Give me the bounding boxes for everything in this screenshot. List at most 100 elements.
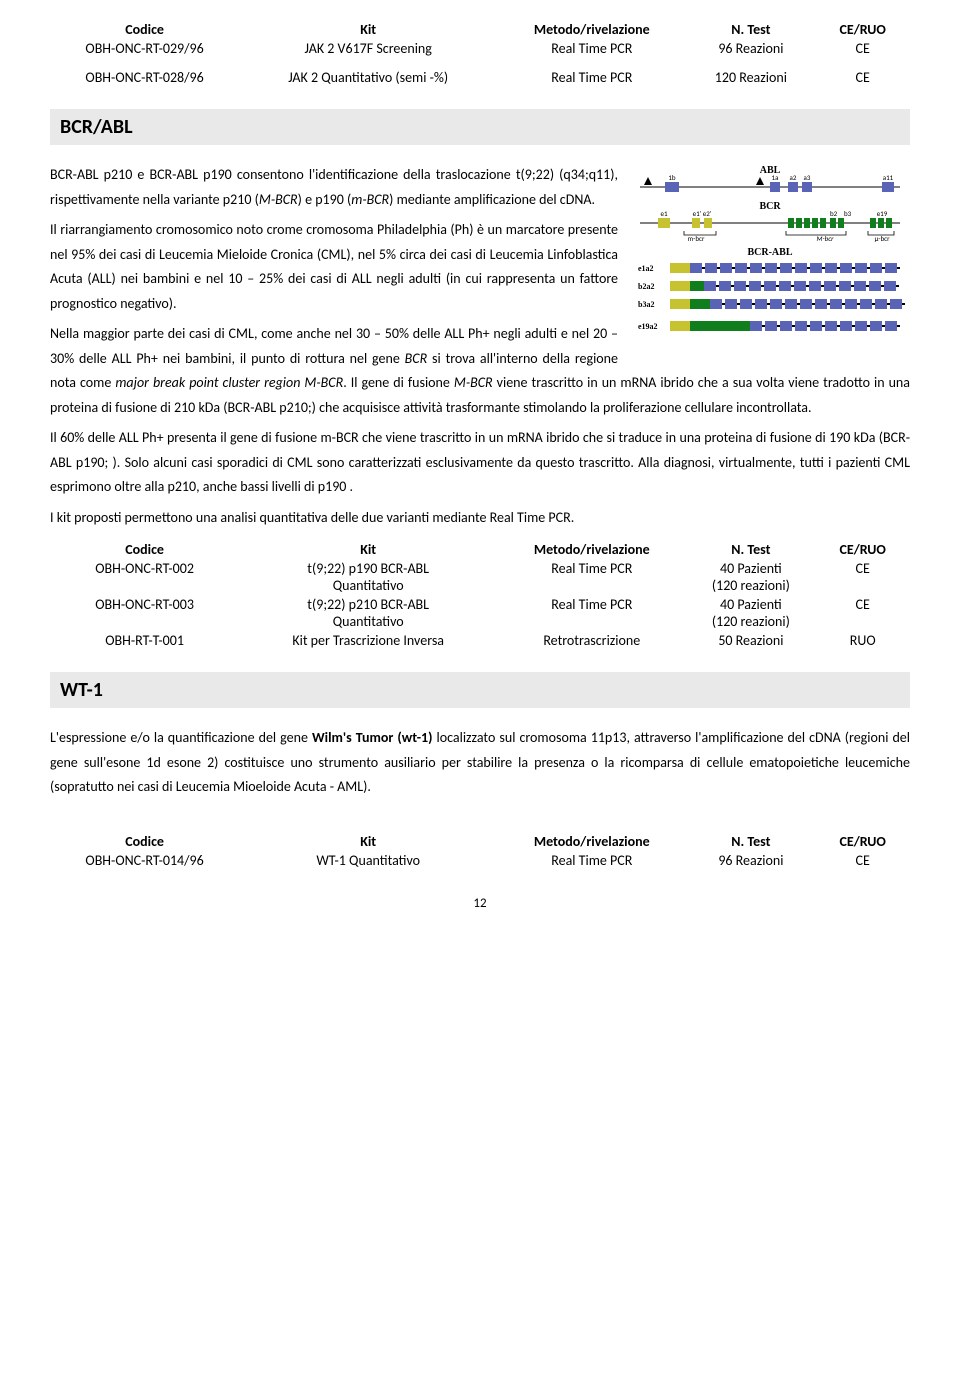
text: ) mediante amplificazione del cDNA. bbox=[389, 191, 595, 208]
figure-exon-label: e1 bbox=[660, 209, 667, 218]
bcrabl-gene-diagram: ABL 1b 1a a2 a3 a11 bbox=[630, 163, 910, 343]
col-header: Codice bbox=[50, 832, 239, 851]
col-header: N. Test bbox=[686, 832, 815, 851]
figure-exon-label: 1b bbox=[668, 173, 676, 182]
col-header: Metodo/rivelazione bbox=[497, 832, 686, 851]
transcript-e1a2: e1a2 bbox=[638, 263, 690, 273]
cell-ntest: 96 Reazioni bbox=[686, 39, 815, 58]
text: . Il gene di fusione bbox=[343, 374, 454, 391]
text: Quantitativo bbox=[333, 613, 404, 630]
cell-codice: OBH-ONC-RT-028/96 bbox=[50, 68, 239, 87]
col-header: Codice bbox=[50, 540, 239, 559]
text: 40 Pazienti bbox=[720, 560, 782, 577]
figure-label-bcr: BCR bbox=[759, 201, 781, 212]
cell-kit: t(9;22) p210 BCR-ABLQuantitativo bbox=[239, 595, 497, 631]
text: BCR bbox=[405, 350, 428, 367]
cell-kit: JAK 2 Quantitativo (semi -%) bbox=[239, 68, 497, 87]
col-header: CE/RUO bbox=[815, 832, 910, 851]
cell-codice: OBH-ONC-RT-003 bbox=[50, 595, 239, 631]
text: ) e p190 ( bbox=[298, 191, 352, 208]
col-header: Kit bbox=[239, 20, 497, 39]
figure-exon-label: b3 bbox=[844, 209, 852, 218]
bcrabl-figure: ABL 1b 1a a2 a3 a11 bbox=[630, 163, 910, 343]
cell-metodo: Real Time PCR bbox=[497, 595, 686, 631]
cell-kit: t(9;22) p190 BCR-ABLQuantitativo bbox=[239, 559, 497, 595]
text: t(9;22) p190 BCR-ABL bbox=[307, 560, 429, 577]
figure-exon-label: 1a bbox=[772, 173, 779, 182]
table-header-row: Codice Kit Metodo/rivelazione N. Test CE… bbox=[50, 540, 910, 559]
text: M-BCR bbox=[454, 374, 493, 391]
cell-kit: JAK 2 V617F Screening bbox=[239, 39, 497, 58]
bcrabl-paragraph-4: Il 60% delle ALL Ph+ presenta il gene di… bbox=[50, 426, 910, 500]
cell-kit: WT-1 Quantitativo bbox=[239, 851, 497, 870]
text: Quantitativo bbox=[333, 577, 404, 594]
cell-ceruo: RUO bbox=[815, 631, 910, 650]
transcript-b2a2: b2a2 bbox=[638, 281, 704, 291]
cell-kit: Kit per Trascrizione Inversa bbox=[239, 631, 497, 650]
figure-exon-label: a3 bbox=[804, 173, 811, 182]
cell-metodo: Real Time PCR bbox=[497, 851, 686, 870]
cell-metodo: Retrotrascrizione bbox=[497, 631, 686, 650]
section-heading-wt1: WT-1 bbox=[50, 672, 910, 708]
text: 40 Pazienti bbox=[720, 596, 782, 613]
table-row: OBH-ONC-RT-003 t(9;22) p210 BCR-ABLQuant… bbox=[50, 595, 910, 631]
page-number: 12 bbox=[50, 896, 910, 911]
cell-metodo: Real Time PCR bbox=[497, 39, 686, 58]
text: m-BCR bbox=[351, 191, 389, 208]
table-header-row: Codice Kit Metodo/rivelazione N. Test CE… bbox=[50, 832, 910, 851]
cell-ntest: 120 Reazioni bbox=[686, 68, 815, 87]
figure-exon-label: b2 bbox=[830, 209, 838, 218]
mid-table: Codice Kit Metodo/rivelazione N. Test CE… bbox=[50, 540, 910, 650]
transcript-label: b2a2 bbox=[638, 282, 654, 291]
table-row: OBH-ONC-RT-029/96 JAK 2 V617F Screening … bbox=[50, 39, 910, 58]
bcr-track: e1 e1' e2' b2 b3 bbox=[658, 209, 894, 243]
transcript-label: e1a2 bbox=[638, 264, 654, 273]
col-header: N. Test bbox=[686, 20, 815, 39]
col-header: Metodo/rivelazione bbox=[497, 20, 686, 39]
section-heading-bcrabl: BCR/ABL bbox=[50, 109, 910, 145]
cell-codice: OBH-RT-T-001 bbox=[50, 631, 239, 650]
cell-codice: OBH-ONC-RT-014/96 bbox=[50, 851, 239, 870]
cell-ceruo: CE bbox=[815, 851, 910, 870]
text: major break point cluster region M-BCR bbox=[115, 374, 343, 391]
col-header: Kit bbox=[239, 832, 497, 851]
top-table: Codice Kit Metodo/rivelazione N. Test CE… bbox=[50, 20, 910, 87]
wt1-paragraph: L'espressione e/o la quantificazione del… bbox=[50, 726, 910, 800]
col-header: Codice bbox=[50, 20, 239, 39]
transcript-e19a2: e19a2 bbox=[638, 321, 750, 331]
text: L'espressione e/o la quantificazione del… bbox=[50, 729, 312, 746]
bottom-table: Codice Kit Metodo/rivelazione N. Test CE… bbox=[50, 832, 910, 870]
cell-ceruo: CE bbox=[815, 39, 910, 58]
transcript-b3a2: b3a2 bbox=[638, 299, 710, 309]
cell-codice: OBH-ONC-RT-002 bbox=[50, 559, 239, 595]
cell-ceruo: CE bbox=[815, 559, 910, 595]
figure-label-bcrabl: BCR-ABL bbox=[747, 247, 792, 258]
text: M-BCR bbox=[259, 191, 298, 208]
bcrabl-paragraph-5: I kit proposti permettono una analisi qu… bbox=[50, 506, 910, 531]
text: (120 reazioni) bbox=[712, 577, 790, 594]
table-row: OBH-RT-T-001 Kit per Trascrizione Invers… bbox=[50, 631, 910, 650]
figure-exon-label: a2 bbox=[790, 173, 797, 182]
col-header: Metodo/rivelazione bbox=[497, 540, 686, 559]
text: (120 reazioni) bbox=[712, 613, 790, 630]
col-header: CE/RUO bbox=[815, 20, 910, 39]
cell-metodo: Real Time PCR bbox=[497, 559, 686, 595]
figure-exon-label: e1' e2' bbox=[693, 209, 712, 218]
figure-exon-label: a11 bbox=[883, 173, 894, 182]
figure-exon-label: e19 bbox=[877, 209, 888, 218]
cell-ceruo: CE bbox=[815, 68, 910, 87]
transcript-label: b3a2 bbox=[638, 300, 654, 309]
table-header-row: Codice Kit Metodo/rivelazione N. Test CE… bbox=[50, 20, 910, 39]
cell-ntest: 40 Pazienti(120 reazioni) bbox=[686, 559, 815, 595]
cell-metodo: Real Time PCR bbox=[497, 68, 686, 87]
cell-ceruo: CE bbox=[815, 595, 910, 631]
cell-codice: OBH-ONC-RT-029/96 bbox=[50, 39, 239, 58]
table-row: OBH-ONC-RT-028/96 JAK 2 Quantitativo (se… bbox=[50, 68, 910, 87]
col-header: Kit bbox=[239, 540, 497, 559]
table-row: OBH-ONC-RT-002 t(9;22) p190 BCR-ABLQuant… bbox=[50, 559, 910, 595]
col-header: CE/RUO bbox=[815, 540, 910, 559]
cell-ntest: 40 Pazienti(120 reazioni) bbox=[686, 595, 815, 631]
table-row: OBH-ONC-RT-014/96 WT-1 Quantitativo Real… bbox=[50, 851, 910, 870]
cell-ntest: 50 Reazioni bbox=[686, 631, 815, 650]
text: t(9;22) p210 BCR-ABL bbox=[307, 596, 429, 613]
